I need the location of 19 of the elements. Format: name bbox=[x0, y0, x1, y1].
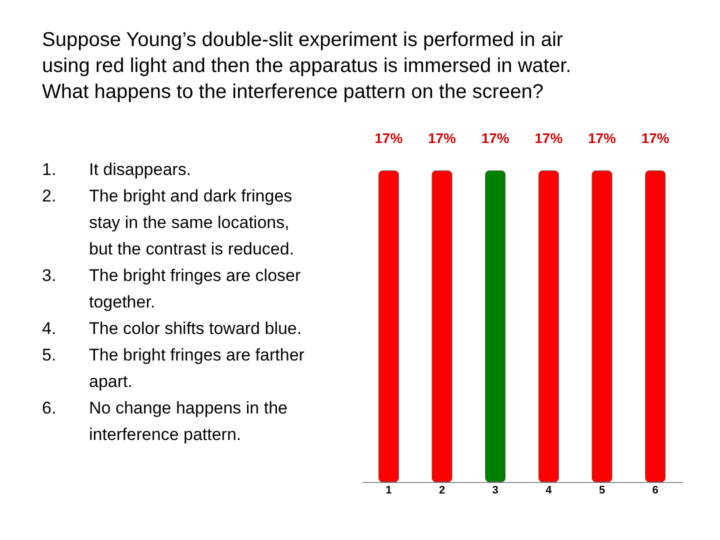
data-label: 17% bbox=[428, 130, 457, 146]
text: 4. The color shifts toward blue. bbox=[42, 319, 302, 338]
text: 5. The bright fringes are farther apart. bbox=[42, 346, 304, 391]
data-label: 17% bbox=[641, 130, 670, 146]
text: 6. No change happens in the interference pattern. bbox=[42, 398, 288, 444]
data-label: 17% bbox=[481, 130, 510, 146]
text: 1. It disappears. bbox=[42, 160, 192, 179]
chart-title: Suppose Young’s double-slit experiment is performed in air using red light and then the apparatus is immersed in water. What happens to the interference pattern on the screen? bbox=[42, 29, 572, 103]
data-label: 17% bbox=[588, 130, 617, 146]
text: 2. The bright and dark fringes stay in the same locations, but the contrast is reduced. bbox=[42, 186, 294, 258]
data-label: 17% bbox=[374, 130, 404, 146]
x-tick-label: 3 bbox=[492, 484, 498, 496]
x-tick-label: 5 bbox=[598, 484, 606, 496]
text: 3. The bright fringes are closer together. bbox=[42, 266, 301, 312]
x-tick-label: 2 bbox=[438, 484, 446, 496]
x-tick-label: 4 bbox=[546, 484, 553, 496]
x-tick-label: 6 bbox=[652, 484, 658, 496]
x-tick-label: 1 bbox=[386, 484, 392, 496]
data-label: 17% bbox=[534, 130, 564, 146]
